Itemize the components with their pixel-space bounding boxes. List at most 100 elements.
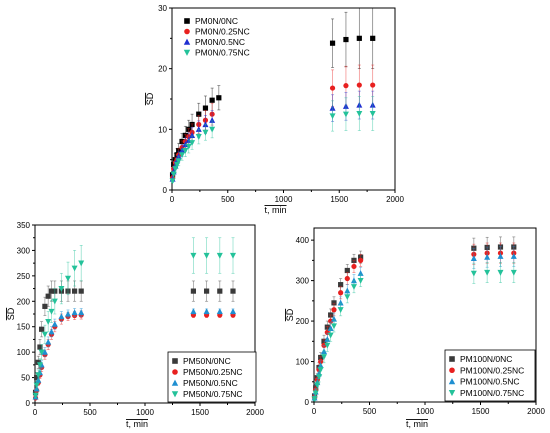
x-axis-label: t, min [126,419,148,429]
data-point [343,36,349,43]
data-point [216,95,222,101]
data-point [38,349,45,356]
y-tick-label: 20 [158,65,167,74]
legend-label: PM0N/0NC [195,16,238,26]
data-point [203,308,210,315]
data-point [45,319,52,325]
data-point [356,35,362,41]
data-point [356,82,362,88]
data-point [189,140,196,146]
chart-panel-3: 0 500 1000 1500 2000 0 100 200 300 400 t, min SD PM1… [285,227,545,429]
data-point [71,265,78,272]
data-point [39,326,45,332]
data-point [358,257,364,263]
y-tick-label: 400 [296,236,310,245]
data-point [204,288,210,294]
data-point [51,298,58,305]
legend-label: PM0N/0.75NC [195,48,250,58]
legend-label: PM50N/0NC [183,356,231,366]
x-tick-label: 500 [363,407,377,416]
data-point [190,308,197,315]
legend-label: PM100N/0.5NC [460,377,520,387]
data-point [311,396,318,402]
data-point [65,275,71,282]
data-point [175,158,182,165]
data-point [342,111,349,118]
x-tick-label: 1500 [330,195,348,204]
x-tick-label: 1500 [191,408,209,417]
data-point [65,310,71,317]
data-point [329,113,336,120]
y-axis-label: SD [145,92,155,105]
data-point [351,263,357,270]
y-tick-label: 300 [17,246,31,255]
y-tick-label: 10 [158,125,167,134]
y-tick-label: 30 [158,4,167,13]
data-point [315,374,322,381]
data-point [344,275,350,282]
data-point [202,105,209,111]
x-tick-label: 1000 [275,195,293,204]
x-tick-label: 1500 [472,407,490,416]
legend-label: PM100N/0NC [460,354,512,364]
legend-label: PM50N/0.5NC [183,378,238,388]
data-point [320,354,327,360]
y-tick-label: 100 [296,358,310,367]
data-point [48,308,55,315]
legend-marker [448,378,456,385]
data-point [230,308,236,315]
y-tick-label: 350 [17,221,31,230]
legend-marker [184,18,190,24]
x-axis-label: t, min [406,419,428,429]
data-point [209,117,216,123]
legend-marker [183,38,191,45]
data-point [41,331,48,338]
data-point [203,252,210,259]
data-point [331,307,337,313]
data-point [330,323,337,330]
data-point [32,392,39,399]
y-tick-label: 300 [296,277,310,286]
data-point [510,269,517,276]
data-point [337,307,344,313]
data-point [209,97,215,103]
x-tick-label: 0 [33,408,38,417]
legend-marker [184,28,190,35]
data-point [329,85,336,91]
data-point [327,332,334,339]
data-point [350,284,357,290]
x-axis-label: t, min [264,205,286,215]
data-point [182,147,189,154]
y-tick-label: 50 [21,374,30,383]
legend-marker [449,356,455,362]
data-point [196,111,202,117]
data-point [331,300,337,306]
data-point [338,282,344,288]
x-tick-label: 1000 [136,408,154,417]
x-tick-label: 500 [221,195,235,204]
y-axis-label: SD [285,308,295,321]
y-tick-label: 200 [17,297,31,306]
y-tick-label: 150 [17,323,31,332]
data-point [230,288,236,294]
series-2 [169,64,376,181]
legend-marker [183,49,191,56]
legend-marker [449,367,455,374]
legend-marker [172,369,178,375]
x-tick-label: 2000 [527,407,545,416]
data-point [338,290,344,296]
data-point [209,126,216,133]
data-point [370,35,376,41]
legend-label: PM0N/0.25NC [195,27,250,37]
data-point [42,303,48,309]
data-point [185,143,192,150]
data-point [343,83,349,89]
data-point [51,320,58,327]
legend-marker [448,389,456,397]
x-tick-label: 2000 [246,408,264,417]
data-point [45,338,52,345]
y-tick-label: 0 [163,186,168,195]
data-point [484,253,491,260]
